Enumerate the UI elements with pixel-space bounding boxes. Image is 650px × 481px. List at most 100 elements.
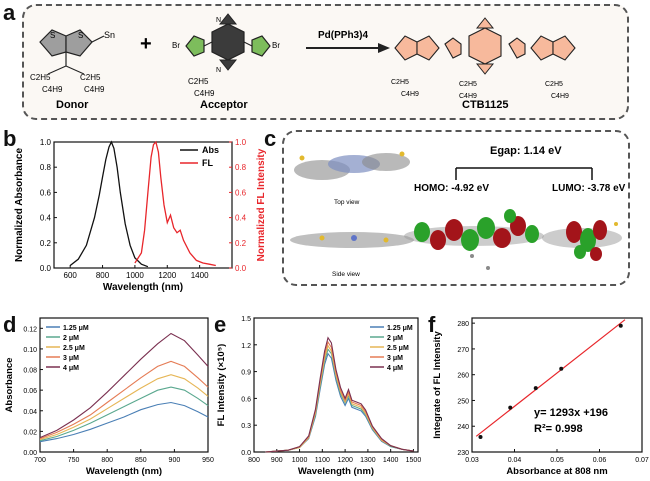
product-c2h5-3: C2H5 bbox=[545, 81, 563, 88]
series-line bbox=[39, 401, 209, 443]
plot-frame bbox=[53, 141, 233, 269]
x-tick-label: 0.05 bbox=[550, 457, 564, 464]
catalyst-label: Pd(PPh3)4 bbox=[318, 30, 368, 41]
y2-tick-label: 0.4 bbox=[235, 214, 247, 223]
acceptor-n-bottom: N bbox=[216, 67, 221, 74]
y-tick-label: 0.6 bbox=[40, 188, 52, 197]
chart-f-linear-fit: 0.03 0.04 0.05 0.06 0.07 230 240 250 260 270 280 Ab… bbox=[432, 317, 649, 477]
panel-a-box bbox=[22, 4, 629, 120]
acceptor-structure: Br N N Br C2H5 C4H9 bbox=[172, 13, 280, 98]
x-tick-label: 0.06 bbox=[593, 457, 607, 464]
chart-e-fl-intensity: 800 900 1000 1100 1200 1300 1400 1500 0.0 0.3 0.6 0… bbox=[216, 316, 422, 477]
x-tick-label: 1200 bbox=[158, 271, 176, 280]
legend-label: 1.25 μM bbox=[63, 325, 89, 332]
y-tick-label: 230 bbox=[457, 450, 469, 457]
donor-sulfur-2: S bbox=[78, 31, 83, 40]
y-tick-label: 0.2 bbox=[40, 239, 52, 248]
panel-letter-b: b bbox=[3, 126, 17, 151]
donor-tin: Sn bbox=[104, 30, 115, 40]
side-view-molecule bbox=[290, 232, 414, 248]
top-view-molecule bbox=[294, 151, 410, 180]
x-tick-label: 900 bbox=[271, 457, 283, 464]
y-tick-label: 270 bbox=[457, 347, 469, 354]
donor-sulfur-1: S bbox=[50, 31, 55, 40]
acceptor-c2h5: C2H5 bbox=[188, 77, 209, 86]
y-tick-label: 0.02 bbox=[23, 429, 37, 436]
legend-label: Abs bbox=[202, 145, 219, 155]
panel-letter-d: d bbox=[3, 312, 17, 337]
x-axis-label: Absorbance at 808 nm bbox=[506, 466, 607, 477]
x-tick-label: 1100 bbox=[315, 457, 330, 464]
lumo-orbital bbox=[542, 220, 622, 261]
y-tick-label: 280 bbox=[457, 321, 469, 328]
donor-label: Donor bbox=[56, 99, 89, 111]
y-tick-label: 0.08 bbox=[23, 368, 37, 375]
x-tick-label: 1000 bbox=[292, 457, 308, 464]
legend-label: FL bbox=[202, 158, 213, 168]
reaction-scheme: S S Sn C2H5 C4H9 C2H5 C4H9 Donor + Br N … bbox=[30, 13, 576, 111]
gap-label: Egap: 1.14 eV bbox=[490, 145, 562, 157]
x-tick-label: 0.07 bbox=[635, 457, 649, 464]
panel-letter-c: c bbox=[264, 126, 277, 151]
fit-equation: y= 1293x +196 bbox=[534, 407, 608, 419]
y-tick-label: 0.0 bbox=[241, 450, 251, 457]
homo-label: HOMO: -4.92 eV bbox=[414, 183, 489, 194]
acceptor-n-top: N bbox=[216, 17, 221, 24]
scatter-point bbox=[533, 386, 538, 391]
plus-sign: + bbox=[140, 33, 152, 55]
x-tick-label: 0.04 bbox=[508, 457, 522, 464]
series-line bbox=[39, 374, 209, 441]
lumo-label: LUMO: -3.78 eV bbox=[552, 183, 626, 194]
x-tick-label: 1400 bbox=[383, 457, 399, 464]
plot-frame bbox=[39, 317, 209, 453]
x-tick-label: 900 bbox=[169, 457, 181, 464]
y-tick-label: 0.00 bbox=[23, 450, 37, 457]
legend-label: 1.25 μM bbox=[387, 325, 413, 332]
fit-r-squared: R²= 0.998 bbox=[534, 423, 583, 435]
x-axis-label: Wavelength (nm) bbox=[298, 466, 374, 477]
x-axis-label: Wavelength (nm) bbox=[103, 282, 183, 293]
y-tick-label: 0.10 bbox=[23, 347, 37, 354]
series-line-fl bbox=[134, 140, 216, 267]
y-tick-label: 0.12 bbox=[23, 326, 37, 333]
x-tick-label: 1200 bbox=[337, 457, 353, 464]
legend-label: 3 μM bbox=[63, 355, 79, 362]
y-tick-label: 260 bbox=[457, 373, 469, 380]
donor-c4h9-2: C4H9 bbox=[84, 85, 105, 94]
series-line bbox=[265, 336, 414, 453]
donor-c4h9-1: C4H9 bbox=[42, 85, 63, 94]
y2-tick-label: 0.8 bbox=[235, 163, 247, 172]
legend-label: 2.5 μM bbox=[63, 345, 85, 352]
x-tick-label: 1300 bbox=[360, 457, 376, 464]
x-tick-label: 850 bbox=[135, 457, 147, 464]
scatter-point bbox=[559, 366, 564, 371]
acceptor-br-right: Br bbox=[272, 41, 280, 50]
product-label: CTB1125 bbox=[462, 99, 508, 111]
y-tick-label: 0.06 bbox=[23, 388, 37, 395]
x-tick-label: 700 bbox=[34, 457, 46, 464]
side-view-label: Side view bbox=[332, 271, 360, 278]
y-tick-label: 0.0 bbox=[40, 264, 52, 273]
x-tick-label: 950 bbox=[202, 457, 214, 464]
y-axis-label: Integrate of FL Intensity bbox=[432, 331, 443, 439]
legend-label: 2 μM bbox=[387, 335, 403, 342]
x-axis-label: Wavelength (nm) bbox=[86, 466, 162, 477]
y-tick-label: 1.5 bbox=[241, 316, 251, 323]
panel-c-box bbox=[282, 130, 630, 286]
series-line-abs bbox=[69, 140, 149, 268]
y-tick-label: 1.2 bbox=[241, 343, 251, 350]
y-tick-label: 0.04 bbox=[23, 409, 37, 416]
y-axis-label: Absorbance bbox=[4, 358, 15, 413]
donor-c2h5-2: C2H5 bbox=[80, 73, 101, 82]
x-tick-label: 1400 bbox=[191, 271, 209, 280]
x-tick-label: 750 bbox=[68, 457, 80, 464]
x-tick-label: 1500 bbox=[406, 457, 422, 464]
product-structure: C2H5 C4H9 C2H5 C4H9 C2H5 C4H9 bbox=[391, 17, 576, 100]
y2-tick-label: 0.0 bbox=[235, 264, 247, 273]
plot-frame bbox=[253, 317, 419, 453]
x-tick-label: 1000 bbox=[126, 271, 144, 280]
series-line bbox=[39, 386, 209, 442]
legend-label: 4 μM bbox=[387, 365, 403, 372]
acceptor-br-left: Br bbox=[172, 41, 180, 50]
chart-b-abs-fl: 600 800 1000 1200 1400 0.0 0.2 0.4 0.6 0.8 1.0 Wave… bbox=[14, 138, 267, 293]
